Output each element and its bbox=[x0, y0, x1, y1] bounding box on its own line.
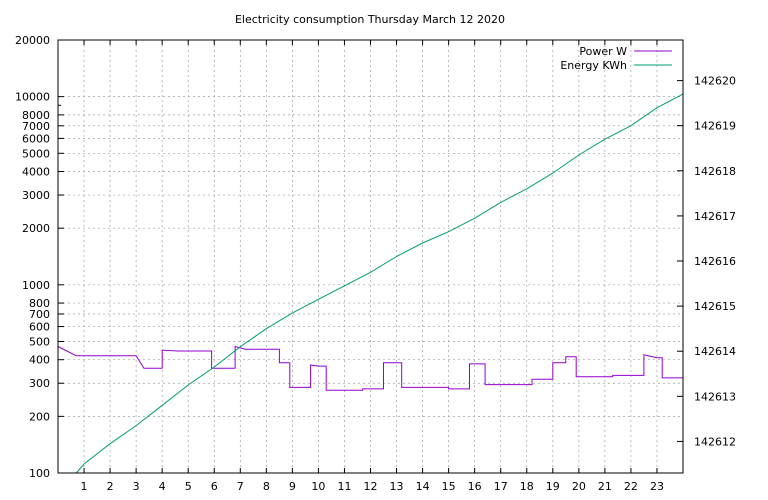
x-tick-label: 14 bbox=[416, 480, 430, 493]
x-tick-label: 16 bbox=[468, 480, 482, 493]
y-tick-label: 600 bbox=[29, 321, 50, 334]
y-tick-label: 8000 bbox=[22, 109, 50, 122]
legend-label-power: Power W bbox=[579, 45, 627, 58]
y-tick-label: 100 bbox=[29, 467, 50, 480]
y-tick-label: 6000 bbox=[22, 132, 50, 145]
y-tick-label: 500 bbox=[29, 335, 50, 348]
y-tick-label: 7000 bbox=[22, 120, 50, 133]
x-tick-label: 20 bbox=[572, 480, 586, 493]
x-tick-label: 11 bbox=[337, 480, 351, 493]
x-tick-label: 7 bbox=[237, 480, 244, 493]
plot-series bbox=[57, 93, 684, 474]
x-tick-label: 10 bbox=[311, 480, 325, 493]
x-tick-label: 3 bbox=[133, 480, 140, 493]
y2-tick-label: 142613 bbox=[694, 390, 736, 403]
y-tick-label: 3000 bbox=[22, 189, 50, 202]
x-tick-label: 19 bbox=[546, 480, 560, 493]
y-tick-label: 1000 bbox=[22, 279, 50, 292]
y-tick-label: 800 bbox=[29, 297, 50, 310]
y-tick-label: 200 bbox=[29, 410, 50, 423]
y2-tick-label: 142616 bbox=[694, 255, 736, 268]
x-tick-label: 9 bbox=[289, 480, 296, 493]
x-tick-label: 6 bbox=[211, 480, 218, 493]
x-tick-label: 5 bbox=[185, 480, 192, 493]
y-tick-label: 2000 bbox=[22, 222, 50, 235]
y2-tick-label: 142614 bbox=[694, 345, 736, 358]
y-axis-right: 142612 142613 142614 142615 142616 142617 1426… bbox=[677, 75, 736, 448]
x-tick-label: 17 bbox=[494, 480, 508, 493]
x-tick-label: 4 bbox=[159, 480, 166, 493]
y2-tick-label: 142612 bbox=[694, 435, 736, 448]
y-tick-label: 4000 bbox=[22, 166, 50, 179]
y-tick-label: 300 bbox=[29, 377, 50, 390]
x-tick-label: 22 bbox=[624, 480, 638, 493]
y-tick-label: 700 bbox=[29, 308, 50, 321]
plot-frame bbox=[57, 39, 684, 474]
x-axis: 1 2 3 4 5 6 7 8 9 10 11 12 13 14 15 16 17 18 19 20 21 22 23 bbox=[81, 40, 664, 493]
y-tick-label: 400 bbox=[29, 354, 50, 367]
x-tick-label: 23 bbox=[650, 480, 664, 493]
legend-label-energy: Energy KWh bbox=[560, 59, 627, 72]
x-tick-label: 21 bbox=[598, 480, 612, 493]
y2-tick-label: 142615 bbox=[694, 300, 736, 313]
legend: Power W Energy KWh bbox=[560, 45, 672, 72]
power-series-line bbox=[57, 345, 683, 391]
y2-tick-label: 142618 bbox=[694, 165, 736, 178]
x-tick-label: 18 bbox=[520, 480, 534, 493]
y-tick-label: 20000 bbox=[15, 34, 50, 47]
y-tick-label: 5000 bbox=[22, 147, 50, 160]
grid bbox=[58, 39, 683, 474]
x-tick-label: 13 bbox=[390, 480, 404, 493]
x-tick-label: 8 bbox=[263, 480, 270, 493]
y-tick-label: 10000 bbox=[15, 91, 50, 104]
x-tick-label: 1 bbox=[81, 480, 88, 493]
y2-tick-label: 142620 bbox=[694, 75, 736, 88]
y2-tick-label: 142617 bbox=[694, 210, 736, 223]
chart-title: Electricity consumption Thursday March 1… bbox=[235, 13, 505, 26]
x-tick-label: 12 bbox=[364, 480, 378, 493]
x-tick-label: 2 bbox=[107, 480, 114, 493]
y2-tick-label: 142619 bbox=[694, 120, 736, 133]
x-tick-label: 15 bbox=[442, 480, 456, 493]
energy-series-line bbox=[75, 93, 684, 474]
